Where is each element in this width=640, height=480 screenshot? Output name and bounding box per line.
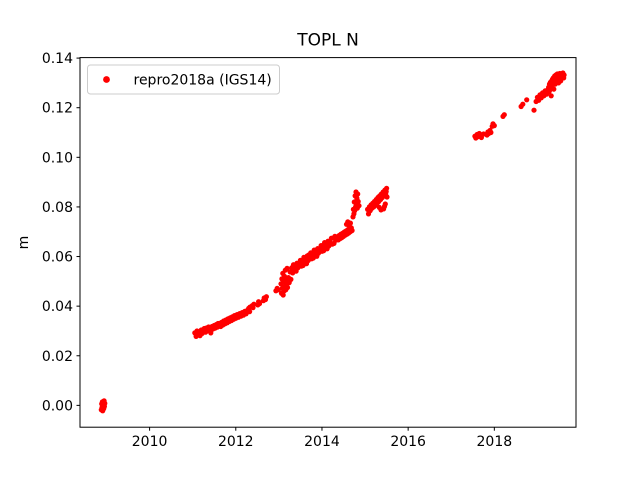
data-point [384, 194, 390, 200]
y-tick-label: 0.00 [42, 398, 73, 414]
data-point [376, 204, 382, 210]
x-tick-label: 2016 [390, 434, 426, 450]
legend-label: repro2018a (IGS14) [134, 73, 272, 89]
legend-box [87, 64, 280, 95]
y-tick-label: 0.10 [42, 150, 73, 166]
data-point [256, 301, 263, 307]
data-point [531, 107, 537, 113]
data-point [310, 252, 316, 258]
y-tick-label: 0.02 [42, 349, 73, 365]
data-point [306, 252, 312, 258]
data-point [251, 301, 257, 307]
y-axis-label: m [16, 236, 32, 250]
data-point [315, 247, 321, 253]
y-tick-label: 0.08 [42, 200, 73, 216]
data-point [548, 93, 554, 99]
data-point [501, 112, 507, 118]
y-tick-label: 0.06 [42, 250, 73, 266]
data-point [383, 188, 389, 195]
data-point [524, 97, 530, 103]
data-point [491, 123, 497, 129]
y-tick-label: 0.14 [42, 51, 73, 67]
data-point [288, 276, 294, 282]
data-point [520, 101, 526, 107]
data-point [297, 260, 303, 266]
data-point [551, 86, 557, 92]
data-point [247, 309, 253, 315]
y-tick-label: 0.04 [42, 299, 73, 315]
data-point [102, 400, 108, 406]
legend-marker-icon [103, 76, 110, 83]
data-point [280, 292, 286, 298]
data-point [284, 284, 291, 291]
x-tick-label: 2012 [218, 434, 254, 450]
y-axis: 0.00 0.02 0.04 0.06 0.08 0.10 0.12 0.14 [42, 51, 80, 414]
data-point [382, 201, 388, 207]
legend: repro2018a (IGS14) [87, 64, 280, 95]
data-point [319, 245, 325, 251]
scatter-points [98, 70, 567, 414]
data-point [275, 287, 281, 293]
data-point [208, 330, 214, 336]
data-point [295, 263, 301, 270]
data-point [561, 72, 567, 78]
data-point [349, 227, 355, 234]
data-point [263, 294, 269, 300]
data-point [323, 241, 329, 247]
data-point [347, 220, 353, 226]
data-point [355, 198, 361, 205]
data-point [284, 265, 290, 271]
data-point [355, 191, 361, 197]
data-point [302, 256, 308, 262]
chart-title: TOPL N [296, 31, 359, 51]
x-axis: 2010 2012 2014 2016 2018 [132, 427, 512, 450]
x-tick-label: 2018 [477, 434, 513, 450]
data-point [488, 129, 494, 136]
data-point [356, 203, 362, 209]
x-tick-label: 2010 [132, 434, 168, 450]
y-tick-label: 0.12 [42, 101, 73, 117]
x-tick-label: 2014 [304, 434, 340, 450]
